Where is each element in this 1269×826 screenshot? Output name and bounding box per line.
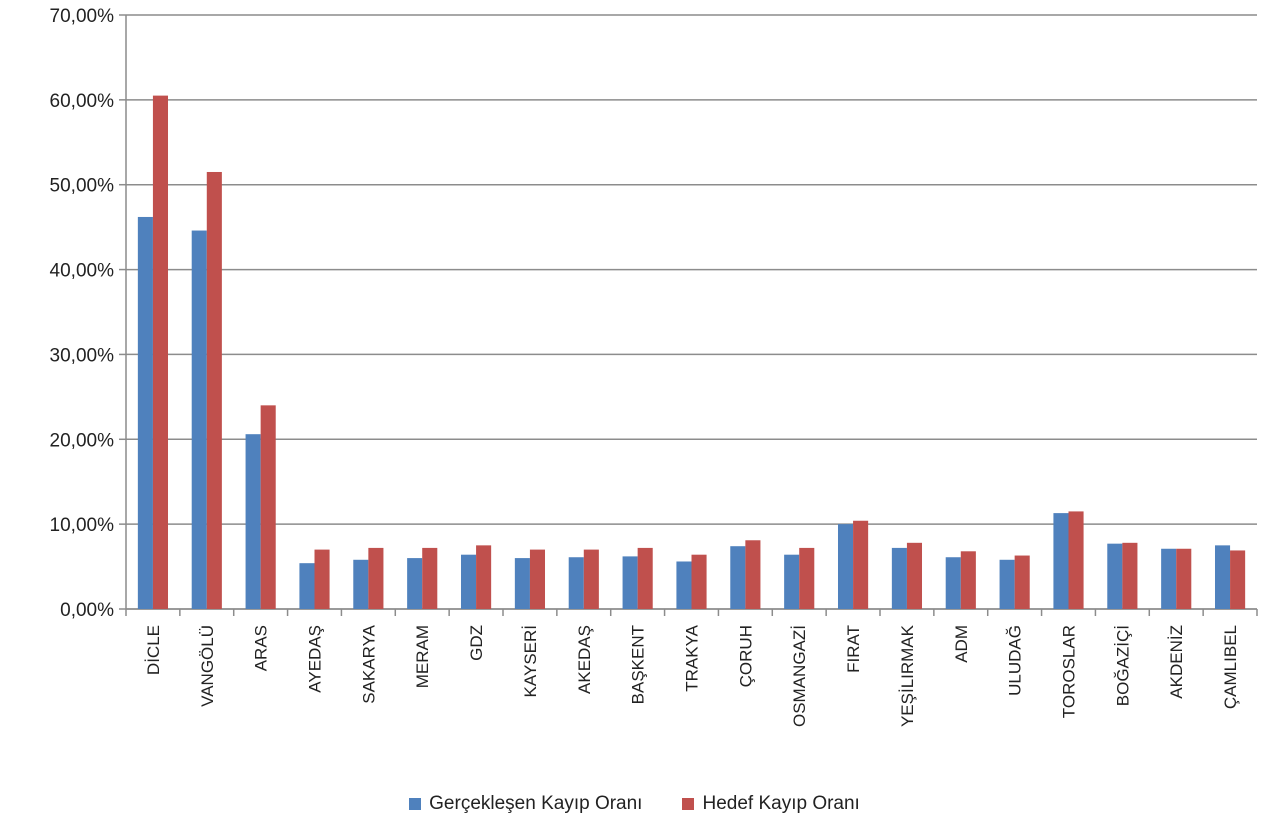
bar-target [637,547,653,609]
bar-target [691,554,707,609]
bar-target [476,545,492,609]
x-tick-label: TOROSLAR [1060,625,1079,718]
legend-label-actual: Gerçekleşen Kayıp Oranı [429,793,643,814]
bar-actual [676,561,692,609]
bar-actual [730,546,746,609]
x-tick-label: SAKARYA [359,624,378,703]
bar-target [906,542,923,609]
bar-target [1230,550,1246,609]
bar-actual [568,557,584,609]
x-tick-label: FIRAT [844,625,863,673]
bar-actual [784,554,800,609]
y-tick-label: 40,00% [50,261,115,282]
bar-target [260,405,276,609]
x-tick-label: MERAM [413,625,432,688]
y-tick-label: 70,00% [50,6,115,27]
x-tick-label: ÇORUH [736,625,755,687]
legend-swatch-actual [409,798,422,810]
bar-target [152,95,169,610]
bar-target [529,549,546,609]
bar-actual [353,559,369,609]
bar-actual [945,557,961,609]
bar-actual [837,524,854,609]
bar-target [1014,555,1030,609]
bar-target [206,171,222,609]
y-tick-label: 20,00% [50,430,115,451]
x-tick-label: AKDENİZ [1167,625,1186,699]
x-tick-label: ARAS [252,625,271,671]
x-tick-label: ULUDAĞ [1006,625,1025,696]
y-tick-label: 0,00% [60,600,114,621]
bar-actual [245,434,261,609]
bar-actual [1161,548,1177,609]
bar-actual [299,563,315,609]
bar-target [1068,511,1084,609]
x-tick-label: AKEDAŞ [575,625,594,694]
x-tick-label: ÇAMLIBEL [1221,625,1240,709]
bar-actual [999,559,1015,609]
bar-target [1122,542,1138,609]
bar-actual [1053,513,1069,609]
bar-target [1176,548,1192,609]
bar-target [745,540,761,609]
x-tick-label: AYEDAŞ [306,625,325,693]
bar-actual [1107,543,1123,609]
bar-target [422,547,438,609]
bar-actual [460,554,477,609]
x-tick-label: DİCLE [144,625,163,675]
bar-actual [514,558,530,609]
bar-target [799,547,815,609]
legend-swatch-target [682,798,695,810]
bar-actual [191,230,207,609]
bar-target [368,547,384,609]
legend-item-actual: Gerçekleşen Kayıp Oranı [409,793,642,815]
legend-label-target: Hedef Kayıp Oranı [702,793,860,814]
bar-actual [622,556,638,609]
x-tick-label: YEŞİLIRMAK [898,624,917,727]
legend-item-target: Hedef Kayıp Oranı [682,793,860,815]
x-tick-label: BOĞAZİÇİ [1113,625,1132,706]
bar-target [960,551,976,609]
bar-actual [137,216,153,609]
y-tick-label: 60,00% [50,91,115,112]
x-tick-label: VANGÖLÜ [198,625,217,707]
x-tick-label: TRAKYA [683,624,702,691]
bar-chart: 0,00% 10,00% 20,00% 30,00% 40,00% 50,00% 60,00… [50,6,1258,727]
x-tick-label: GDZ [467,625,486,661]
legend: Gerçekleşen Kayıp Oranı Hedef Kayıp Oran… [0,793,1269,815]
x-tick-label: OSMANGAZİ [790,625,809,727]
bar-actual [1214,545,1231,609]
bar-target [583,549,599,609]
x-tick-label: KAYSERİ [521,625,540,697]
bar-target [314,549,330,609]
y-tick-label: 10,00% [50,515,115,536]
bar-target [853,520,869,609]
bar-actual [407,558,423,609]
x-tick-label: BAŞKENT [629,625,648,704]
x-tick-label: ADM [952,625,971,663]
y-tick-label: 50,00% [50,176,115,197]
y-tick-label: 30,00% [50,345,115,366]
bar-actual [891,547,907,609]
